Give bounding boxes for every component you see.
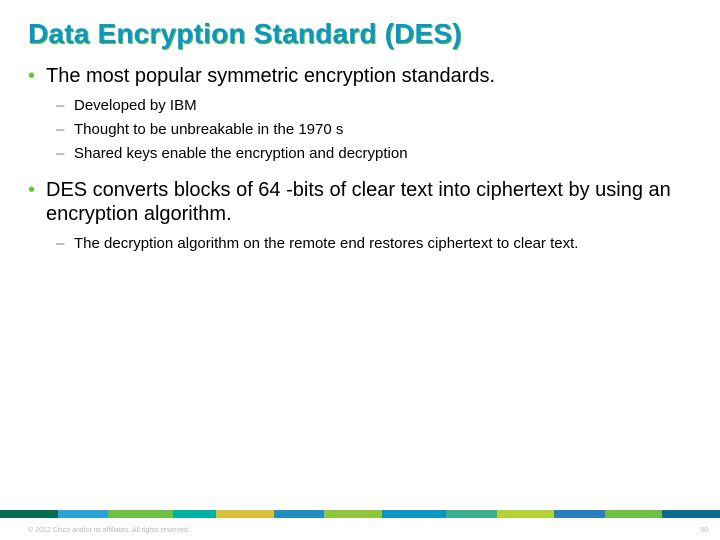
sub-bullet-group: – The decryption algorithm on the remote… [28,234,692,254]
sub-bullet-marker: – [56,96,74,116]
footer-bar-segment [497,510,555,518]
footer-bar-segment [216,510,274,518]
sub-bullet-text: Developed by IBM [74,96,197,116]
slide-content: • The most popular symmetric encryption … [28,64,692,268]
footer-bar-segment [605,510,663,518]
slide: Data Encryption Standard (DES) • The mos… [0,0,720,540]
bullet-marker: • [28,178,46,226]
sub-bullet-text: Shared keys enable the encryption and de… [74,144,408,164]
bullet-item: • DES converts blocks of 64 -bits of cle… [28,178,692,226]
footer-bar-segment [662,510,720,518]
footer-bar-segment [274,510,324,518]
footer-bar-segment [108,510,173,518]
footer-bar-segment [446,510,496,518]
title-text: Data Encryption Standard (DES) [28,18,462,49]
sub-bullet-item: – The decryption algorithm on the remote… [56,234,692,254]
sub-bullet-group: – Developed by IBM – Thought to be unbre… [28,96,692,164]
slide-title: Data Encryption Standard (DES) [28,18,462,50]
sub-bullet-text: The decryption algorithm on the remote e… [74,234,578,254]
footer-bar-segment [324,510,382,518]
sub-bullet-marker: – [56,234,74,254]
copyright-text: © 2012 Cisco and/or its affiliates. All … [28,527,190,534]
footer-bar-segment [173,510,216,518]
footer-bar-segment [58,510,108,518]
sub-bullet-text: Thought to be unbreakable in the 1970 s [74,120,343,140]
bullet-item: • The most popular symmetric encryption … [28,64,692,88]
bullet-marker: • [28,64,46,88]
sub-bullet-item: – Shared keys enable the encryption and … [56,144,692,164]
sub-bullet-item: – Thought to be unbreakable in the 1970 … [56,120,692,140]
footer-accent-bar [0,510,720,518]
sub-bullet-marker: – [56,120,74,140]
bullet-text: DES converts blocks of 64 -bits of clear… [46,178,692,226]
page-number: 50 [700,527,708,534]
footer-bar-segment [0,510,58,518]
sub-bullet-marker: – [56,144,74,164]
footer-bar-segment [382,510,447,518]
footer-bar-segment [554,510,604,518]
sub-bullet-item: – Developed by IBM [56,96,692,116]
bullet-text: The most popular symmetric encryption st… [46,64,495,88]
